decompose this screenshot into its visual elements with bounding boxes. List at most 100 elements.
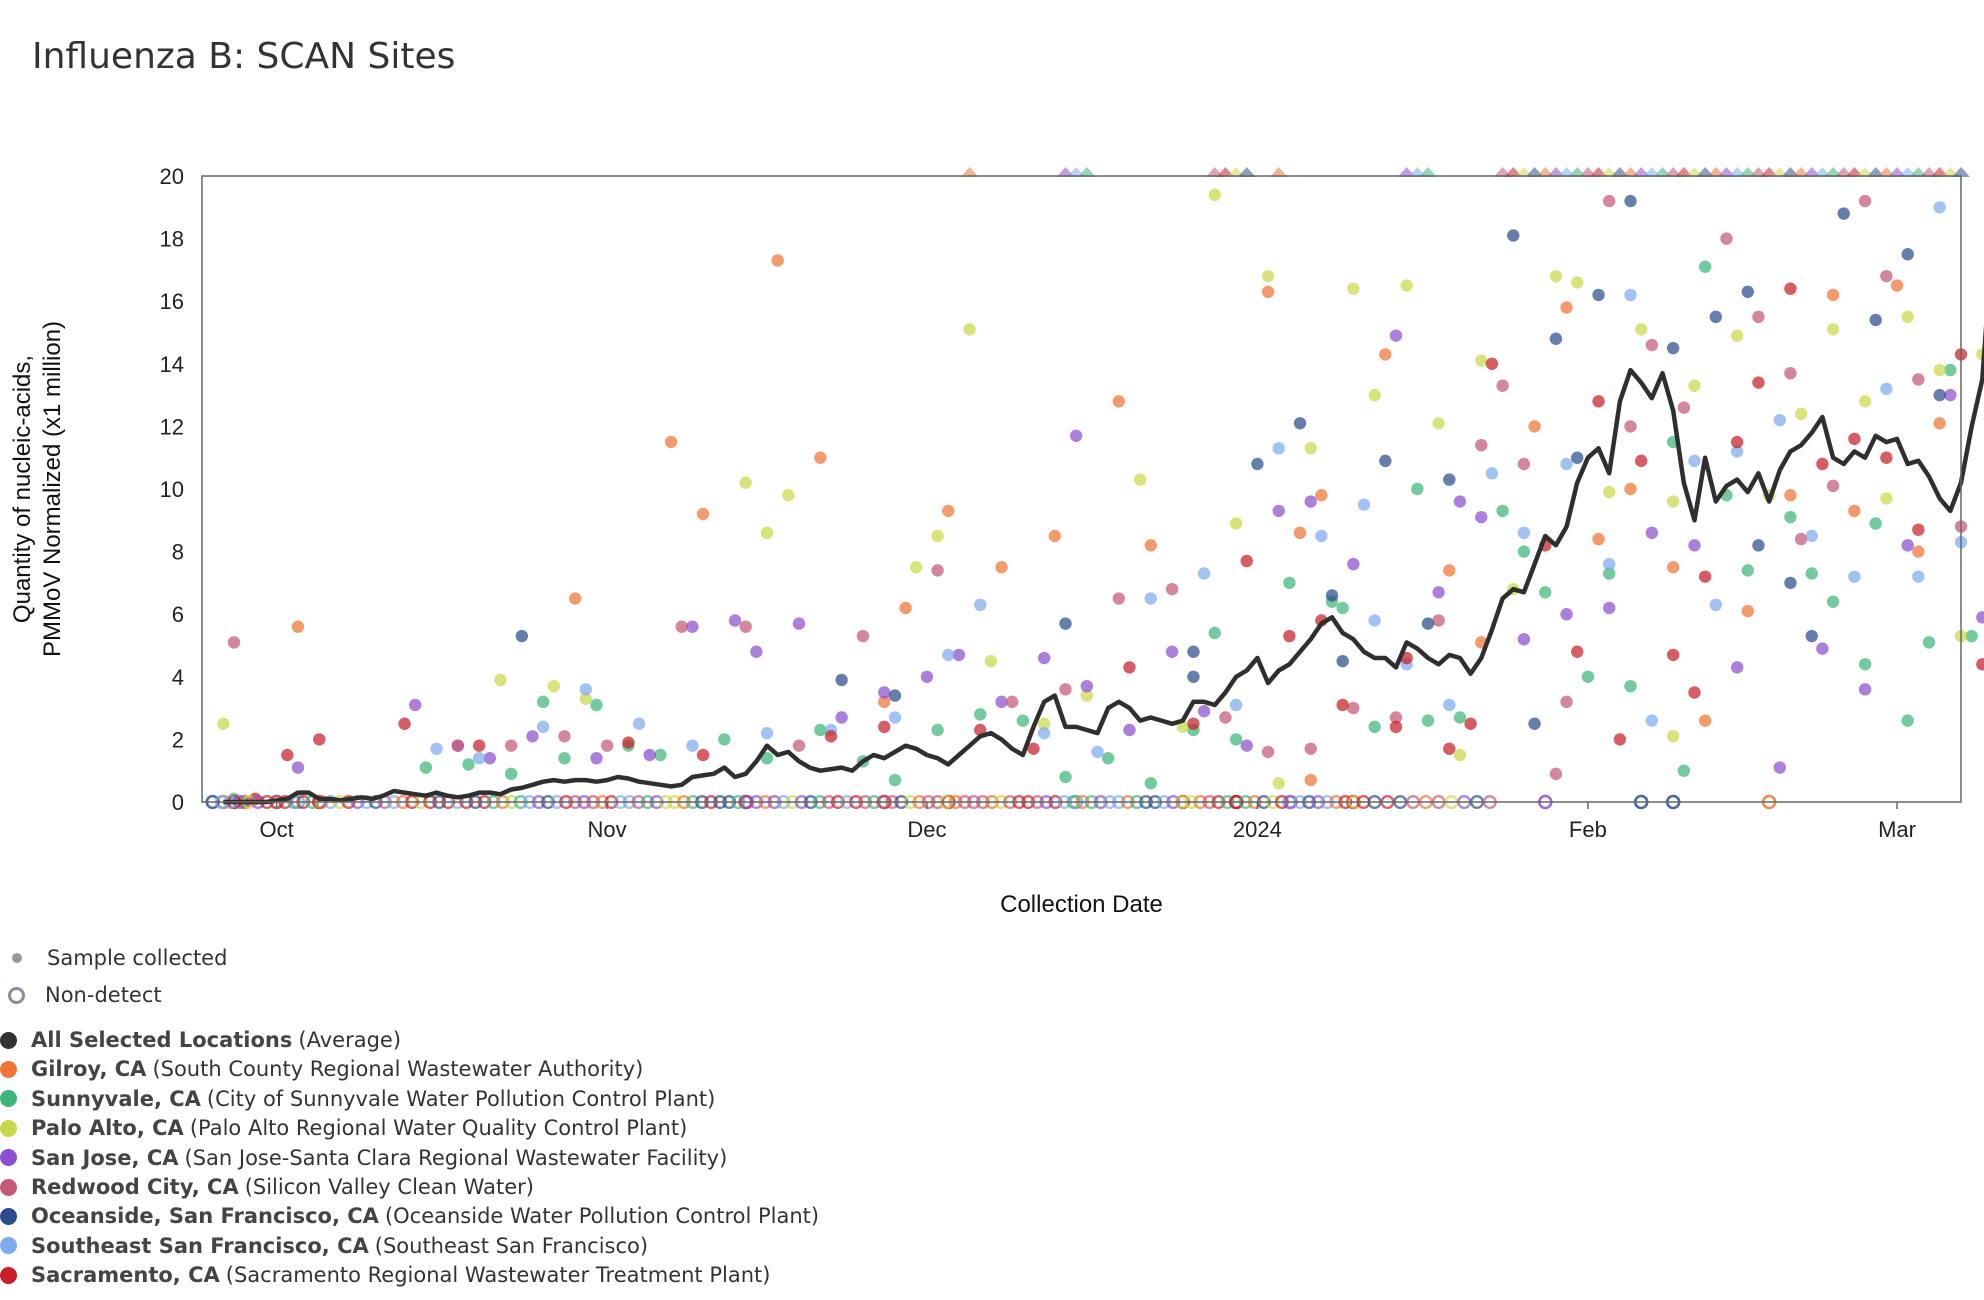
data-point[interactable] [1315, 529, 1328, 543]
data-point[interactable] [814, 451, 827, 464]
data-point[interactable] [1933, 417, 1946, 430]
data-point[interactable] [1443, 473, 1456, 486]
data-point[interactable] [1315, 489, 1328, 502]
data-point[interactable] [1709, 310, 1723, 324]
data-point[interactable] [1688, 686, 1701, 699]
above-range-marker[interactable] [1237, 167, 1256, 177]
data-point[interactable] [1208, 626, 1221, 640]
data-point[interactable] [760, 526, 774, 540]
data-point[interactable] [1123, 661, 1136, 674]
data-point[interactable] [1858, 194, 1872, 208]
data-point[interactable] [1496, 379, 1509, 392]
data-point[interactable] [1389, 711, 1403, 724]
data-point[interactable] [1528, 420, 1541, 433]
data-point[interactable] [1560, 695, 1573, 709]
data-point[interactable] [1539, 586, 1552, 599]
data-point[interactable] [696, 748, 710, 762]
data-point[interactable] [1880, 382, 1893, 396]
data-point[interactable] [451, 739, 465, 752]
data-point[interactable] [1453, 748, 1467, 762]
data-point[interactable] [1549, 767, 1563, 781]
data-point[interactable] [227, 636, 241, 649]
data-point[interactable] [760, 751, 774, 765]
data-point[interactable] [1922, 636, 1936, 649]
data-point[interactable] [579, 683, 592, 696]
data-point[interactable] [888, 689, 902, 702]
data-point[interactable] [1613, 733, 1627, 746]
data-point[interactable] [963, 323, 976, 336]
data-point[interactable] [1645, 714, 1659, 727]
data-point[interactable] [1059, 683, 1072, 696]
data-point[interactable] [1347, 282, 1360, 295]
data-point[interactable] [1805, 529, 1818, 543]
data-point[interactable] [1485, 467, 1499, 480]
data-point[interactable] [536, 720, 550, 734]
data-point[interactable] [1805, 629, 1818, 643]
data-point[interactable] [1698, 570, 1712, 583]
data-point[interactable] [739, 476, 752, 489]
data-point[interactable] [675, 620, 688, 633]
legend-item[interactable]: Palo Alto, CA (Palo Alto Regional Water Q… [0, 1114, 687, 1142]
data-point[interactable] [1283, 629, 1296, 643]
data-point[interactable] [1549, 269, 1563, 283]
data-point[interactable] [1826, 479, 1840, 493]
data-point[interactable] [1624, 194, 1637, 208]
data-point[interactable] [1933, 363, 1946, 377]
data-point[interactable] [1048, 529, 1062, 543]
data-point[interactable] [1272, 504, 1285, 518]
data-point[interactable] [835, 673, 848, 687]
data-point[interactable] [643, 748, 656, 762]
data-point[interactable] [1133, 473, 1147, 486]
data-point[interactable] [1027, 742, 1040, 755]
legend-item[interactable]: Oceanside, San Francisco, CA (Oceanside W… [0, 1202, 819, 1230]
data-point[interactable] [1432, 417, 1445, 430]
data-point[interactable] [1453, 495, 1467, 508]
data-point[interactable] [1634, 454, 1648, 468]
data-point[interactable] [1773, 761, 1786, 774]
data-point[interactable] [1869, 517, 1882, 530]
data-point[interactable] [1517, 526, 1531, 540]
data-point[interactable] [771, 254, 784, 267]
data-point[interactable] [1443, 742, 1456, 755]
data-point[interactable] [1976, 611, 1984, 624]
data-point[interactable] [1283, 576, 1296, 590]
data-point[interactable] [1347, 701, 1360, 715]
data-point[interactable] [1688, 539, 1701, 552]
data-point[interactable] [494, 673, 507, 687]
data-point[interactable] [1912, 373, 1925, 386]
data-point[interactable] [792, 617, 806, 630]
data-point[interactable] [942, 648, 955, 662]
data-point[interactable] [1624, 288, 1637, 302]
data-point[interactable] [1624, 482, 1637, 496]
data-point[interactable] [1261, 285, 1275, 299]
data-point[interactable] [472, 739, 486, 752]
data-point[interactable] [1603, 557, 1616, 571]
legend-item[interactable]: Sunnyvale, CA (City of Sunnyvale Water Po… [0, 1085, 715, 1113]
data-point[interactable] [1976, 658, 1984, 671]
data-point[interactable] [878, 686, 891, 699]
data-point[interactable] [984, 654, 998, 668]
data-point[interactable] [558, 730, 571, 743]
data-point[interactable] [1006, 695, 1019, 709]
data-point[interactable] [942, 504, 955, 518]
data-point[interactable] [1037, 717, 1051, 730]
data-point[interactable] [920, 670, 934, 683]
data-point[interactable] [1336, 601, 1349, 615]
data-point[interactable] [515, 629, 529, 643]
data-point[interactable] [1549, 332, 1563, 345]
data-point[interactable] [1325, 589, 1339, 602]
data-point[interactable] [760, 726, 774, 740]
data-point[interactable] [1517, 633, 1531, 646]
data-point[interactable] [1517, 457, 1531, 471]
data-point[interactable] [504, 767, 518, 781]
data-point[interactable] [291, 620, 305, 633]
data-point[interactable] [1475, 438, 1488, 452]
data-point[interactable] [1016, 714, 1030, 727]
data-point[interactable] [1741, 564, 1754, 577]
data-point[interactable] [462, 758, 475, 771]
data-point[interactable] [419, 761, 433, 774]
data-point[interactable] [931, 529, 944, 543]
data-point[interactable] [1293, 526, 1307, 540]
data-point[interactable] [1432, 614, 1445, 627]
data-point[interactable] [1730, 435, 1744, 449]
